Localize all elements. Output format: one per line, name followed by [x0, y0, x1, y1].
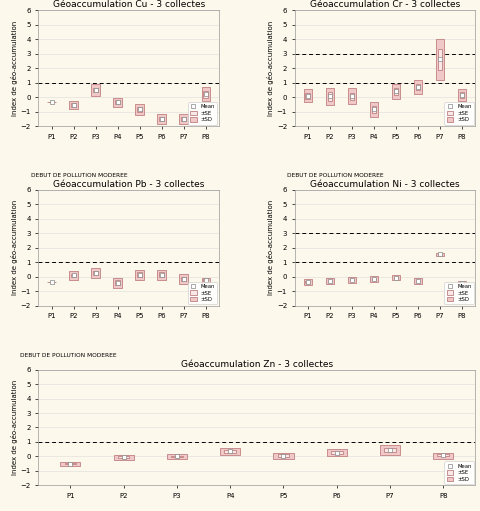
Legend: Mean, ±SE, ±SD: Mean, ±SE, ±SD	[188, 282, 217, 304]
Bar	[181, 277, 186, 281]
Bar	[118, 456, 130, 458]
Legend: Mean, ±SE, ±SD: Mean, ±SE, ±SD	[444, 461, 474, 484]
Y-axis label: Index de géo-accumulation: Index de géo-accumulation	[11, 380, 18, 475]
Bar	[458, 89, 466, 101]
Bar	[203, 90, 208, 98]
Bar	[70, 101, 78, 109]
Bar	[203, 280, 208, 282]
Bar	[64, 463, 76, 464]
Text: DEBUT DE POLLUTION MODEREE: DEBUT DE POLLUTION MODEREE	[20, 353, 117, 358]
Bar	[113, 455, 134, 460]
Bar	[71, 103, 76, 107]
Bar	[273, 453, 294, 459]
Bar	[349, 280, 354, 282]
Bar	[436, 39, 444, 80]
Bar	[157, 270, 166, 280]
Bar	[304, 279, 312, 285]
Bar	[437, 454, 449, 456]
Bar	[416, 280, 420, 282]
Y-axis label: Index de géo-accumulation: Index de géo-accumulation	[267, 20, 274, 116]
Bar	[92, 84, 100, 96]
Y-axis label: Index de géo-accumulation: Index de géo-accumulation	[11, 20, 18, 116]
Text: DEBUT DE POLLUTION MODEREE: DEBUT DE POLLUTION MODEREE	[31, 173, 128, 178]
Bar	[433, 453, 454, 459]
Bar	[370, 102, 378, 117]
Y-axis label: Index de géo-accumulation: Index de géo-accumulation	[267, 200, 274, 295]
Bar	[167, 454, 187, 459]
Bar	[392, 274, 400, 281]
Bar	[113, 277, 122, 288]
Bar	[159, 272, 164, 277]
Bar	[326, 88, 334, 105]
Bar	[137, 107, 142, 111]
Bar	[305, 281, 311, 283]
Bar	[157, 114, 166, 124]
Bar	[459, 283, 465, 284]
Bar	[414, 278, 422, 284]
Bar	[348, 88, 356, 104]
Bar	[438, 254, 443, 255]
Bar	[326, 278, 334, 284]
Bar	[92, 268, 100, 278]
Bar	[331, 451, 343, 454]
Bar	[159, 117, 164, 121]
Bar	[305, 93, 311, 99]
Bar	[115, 281, 120, 285]
Bar	[326, 449, 347, 456]
Bar	[394, 88, 398, 95]
Bar	[135, 270, 144, 280]
Bar	[180, 114, 188, 124]
Bar	[135, 104, 144, 114]
Text: DEBUT DE POLLUTION MODEREE: DEBUT DE POLLUTION MODEREE	[287, 173, 384, 178]
Bar	[180, 274, 188, 284]
Legend: Mean, ±SE, ±SD: Mean, ±SE, ±SD	[188, 102, 217, 125]
Title: Géoaccumulation Ni - 3 collectes: Géoaccumulation Ni - 3 collectes	[310, 180, 460, 189]
Legend: Mean, ±SE, ±SD: Mean, ±SE, ±SD	[444, 102, 474, 125]
Bar	[327, 280, 332, 282]
Bar	[372, 278, 376, 280]
Bar	[327, 92, 332, 101]
Bar	[416, 84, 420, 90]
Bar	[60, 461, 81, 466]
Bar	[349, 93, 354, 100]
Bar	[113, 98, 122, 107]
Bar	[348, 277, 356, 283]
Bar	[202, 87, 210, 102]
Title: Géoaccumulation Cu - 3 collectes: Géoaccumulation Cu - 3 collectes	[52, 1, 205, 9]
Bar	[137, 272, 142, 277]
Title: Géoaccumulation Pb - 3 collectes: Géoaccumulation Pb - 3 collectes	[53, 180, 204, 189]
Bar	[459, 92, 465, 98]
Bar	[70, 271, 78, 280]
Y-axis label: Index de géo-accumulation: Index de géo-accumulation	[11, 200, 18, 295]
Bar	[93, 271, 98, 275]
Bar	[438, 50, 443, 69]
Bar	[171, 456, 183, 457]
Title: Géoaccumulation Cr - 3 collectes: Géoaccumulation Cr - 3 collectes	[310, 1, 460, 9]
Bar	[394, 276, 398, 278]
Bar	[115, 100, 120, 104]
Bar	[380, 445, 400, 455]
Legend: Mean, ±SE, ±SD: Mean, ±SE, ±SD	[444, 282, 474, 304]
Bar	[220, 448, 240, 455]
Bar	[372, 106, 376, 113]
Title: Géoaccumulation Zn - 3 collectes: Géoaccumulation Zn - 3 collectes	[181, 360, 333, 369]
Bar	[202, 278, 210, 283]
Bar	[277, 454, 289, 457]
Bar	[224, 450, 236, 453]
Bar	[458, 281, 466, 286]
Bar	[414, 81, 422, 94]
Bar	[304, 89, 312, 102]
Bar	[71, 274, 76, 277]
Bar	[384, 448, 396, 452]
Bar	[181, 117, 186, 121]
Bar	[392, 84, 400, 99]
Bar	[436, 253, 444, 256]
Bar	[93, 88, 98, 92]
Bar	[370, 276, 378, 282]
